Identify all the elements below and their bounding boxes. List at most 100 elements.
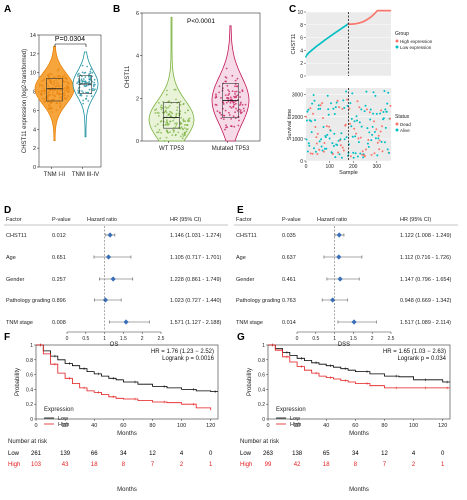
data-point bbox=[183, 127, 186, 129]
data-point bbox=[67, 86, 70, 89]
box-iqr bbox=[163, 102, 180, 129]
survival-point bbox=[338, 153, 341, 156]
x-tick-label: 0 bbox=[66, 336, 69, 342]
survival-point bbox=[320, 145, 323, 148]
survival-point bbox=[350, 125, 353, 128]
survival-point bbox=[334, 106, 337, 109]
survival-point bbox=[375, 112, 378, 115]
data-point bbox=[224, 109, 227, 112]
legend-title: Group bbox=[395, 31, 409, 37]
survival-point bbox=[381, 150, 384, 153]
data-point bbox=[235, 90, 238, 93]
data-point bbox=[182, 135, 185, 137]
survival-point bbox=[357, 137, 360, 140]
survival-point bbox=[386, 102, 389, 105]
row-factor: Pathology grading bbox=[6, 298, 50, 304]
data-point bbox=[175, 98, 177, 101]
survival-point bbox=[356, 155, 359, 158]
km-curve-low bbox=[268, 344, 450, 383]
survival-point bbox=[371, 133, 374, 136]
data-point bbox=[82, 80, 84, 82]
data-point bbox=[91, 89, 94, 92]
data-point bbox=[83, 84, 86, 87]
survival-point bbox=[389, 104, 392, 107]
risk-count: 12 bbox=[149, 451, 156, 457]
survival-point bbox=[324, 136, 327, 139]
data-point bbox=[85, 81, 87, 84]
survival-point bbox=[350, 117, 353, 120]
legend-label: Alive bbox=[400, 128, 410, 133]
data-point bbox=[234, 85, 236, 88]
survival-point bbox=[372, 112, 375, 115]
data-point bbox=[224, 80, 227, 83]
data-point bbox=[185, 124, 188, 126]
panel-label: D bbox=[4, 205, 11, 216]
survival-point bbox=[377, 137, 380, 140]
x-tick-label: 0.5 bbox=[82, 336, 89, 342]
survival-point bbox=[316, 153, 319, 155]
data-point bbox=[180, 126, 183, 129]
survival-point bbox=[361, 150, 364, 153]
survival-point bbox=[344, 123, 347, 126]
logrank-stat: Logrank p = 0.034 bbox=[397, 356, 446, 362]
survival-point bbox=[323, 142, 326, 144]
data-point bbox=[82, 102, 84, 105]
survival-point bbox=[333, 132, 336, 135]
risk-table-title: Number at risk bbox=[8, 439, 48, 445]
survival-point bbox=[323, 147, 326, 150]
header-hr-ci: HR (95% CI) bbox=[400, 217, 431, 223]
x-tick-label: 0.5 bbox=[312, 336, 319, 342]
row-hr-ci: 1.122 (1.008 - 1.249) bbox=[400, 233, 452, 239]
data-point bbox=[184, 111, 187, 114]
hazard-ratio-marker bbox=[330, 297, 336, 303]
data-point bbox=[84, 76, 87, 78]
x-tick-label: 60 bbox=[120, 423, 126, 429]
survival-point bbox=[353, 120, 356, 123]
data-point bbox=[236, 109, 239, 112]
data-point bbox=[92, 87, 94, 90]
data-point bbox=[161, 107, 164, 110]
x-tick-label: 120 bbox=[438, 423, 447, 429]
data-point bbox=[51, 93, 54, 96]
x-tick-label: 60 bbox=[352, 423, 358, 429]
x-tick-label: 100 bbox=[325, 164, 334, 170]
data-point bbox=[86, 65, 89, 68]
row-pvalue: 0.637 bbox=[282, 255, 296, 261]
data-point bbox=[221, 101, 224, 103]
data-point bbox=[163, 140, 166, 142]
survival-point bbox=[364, 104, 367, 107]
data-point bbox=[90, 68, 92, 71]
data-point bbox=[170, 115, 173, 118]
y-tick-label: 0 bbox=[300, 159, 303, 165]
data-point bbox=[77, 89, 79, 92]
data-point bbox=[232, 115, 235, 118]
hazard-ratio-stat: HR = 1.76 (1.23 − 2.52) bbox=[151, 349, 214, 355]
data-point bbox=[90, 95, 93, 97]
data-point bbox=[229, 98, 232, 101]
data-point bbox=[232, 101, 235, 104]
risk-count: 34 bbox=[120, 451, 127, 457]
data-point bbox=[166, 119, 168, 122]
survival-point bbox=[365, 148, 367, 151]
panel-label: G bbox=[237, 332, 245, 343]
survival-point bbox=[374, 94, 377, 97]
hazard-ratio-marker bbox=[336, 232, 342, 238]
survival-point bbox=[306, 110, 309, 113]
survival-point bbox=[348, 107, 351, 110]
data-point bbox=[183, 131, 186, 134]
data-point bbox=[85, 98, 87, 100]
data-point bbox=[89, 70, 92, 73]
survival-point bbox=[376, 154, 379, 157]
data-point bbox=[51, 111, 53, 113]
y-tick-label: 2 bbox=[33, 146, 36, 152]
data-point bbox=[232, 106, 235, 108]
survival-point bbox=[310, 120, 313, 123]
data-point bbox=[56, 81, 59, 84]
legend-swatch bbox=[395, 39, 399, 43]
y-tick-label: 2 bbox=[300, 61, 303, 67]
risk-count: 34 bbox=[352, 451, 359, 457]
data-point bbox=[218, 111, 221, 114]
survival-point bbox=[322, 117, 324, 119]
survival-point bbox=[386, 148, 389, 151]
survival-point bbox=[355, 132, 358, 135]
